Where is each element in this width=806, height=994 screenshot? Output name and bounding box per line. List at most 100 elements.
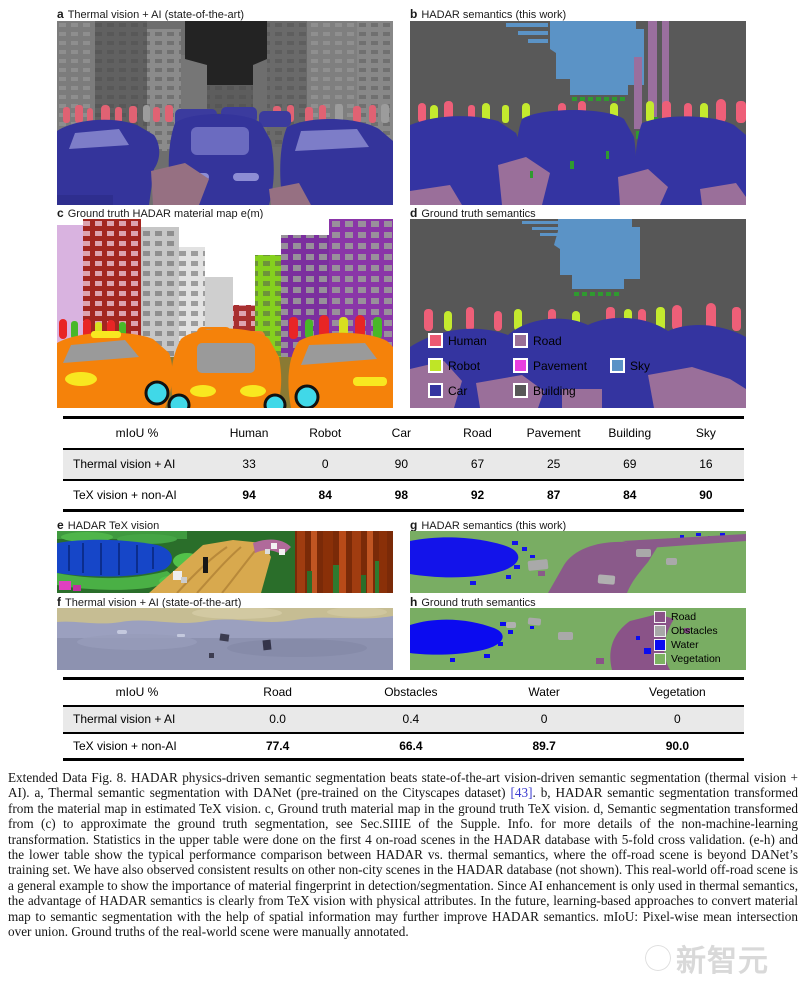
panel-b-image bbox=[410, 21, 746, 205]
row-label: TeX vision + non-AI bbox=[73, 738, 177, 753]
panel-b-letter: b bbox=[410, 7, 418, 21]
panel-d-title: d Ground truth semantics bbox=[410, 206, 536, 220]
table-row-thermal: Thermal vision + AI 33 0 90 67 25 69 16 bbox=[63, 448, 744, 480]
panel-e-letter: e bbox=[57, 518, 64, 532]
column-header: Pavement bbox=[526, 426, 581, 441]
table-cell: 0.0 bbox=[269, 712, 286, 726]
table-cell: 90 bbox=[394, 457, 409, 471]
legend-item-robot: Robot bbox=[428, 358, 480, 373]
legend-label-obstacles: Obstacles bbox=[671, 625, 718, 637]
table-cell: 69 bbox=[623, 457, 637, 471]
table-cell: 0 bbox=[674, 712, 681, 726]
table-cell: 84 bbox=[623, 487, 637, 502]
panel-f-caption: Thermal vision + AI (state-of-the-art) bbox=[65, 597, 242, 609]
material-map-image bbox=[57, 219, 393, 408]
panel-c-image bbox=[57, 219, 393, 408]
column-header: Robot bbox=[309, 426, 342, 441]
legend-item-pavement: Pavement bbox=[513, 358, 587, 373]
ground-truth-semantics-city-image bbox=[410, 219, 746, 408]
row-label: TeX vision + non-AI bbox=[73, 487, 177, 502]
legend-label-car: Car bbox=[448, 383, 468, 398]
table-cell: 98 bbox=[394, 487, 409, 502]
table-row-tex: TeX vision + non-AI 77.4 66.4 89.7 90.0 bbox=[63, 733, 744, 760]
table-row-tex: TeX vision + non-AI 94 84 98 92 87 84 90 bbox=[63, 480, 744, 511]
citation-link-43[interactable]: [43] bbox=[510, 785, 533, 801]
figure-caption: Extended Data Fig. 8. HADAR physics-driv… bbox=[8, 770, 798, 939]
column-header: Road bbox=[263, 685, 292, 700]
panel-g-caption: HADAR semantics (this work) bbox=[421, 520, 567, 532]
panel-a-image bbox=[57, 21, 393, 205]
legend-item-obstacles: Obstacles bbox=[654, 625, 718, 637]
legend-swatch-robot bbox=[428, 358, 443, 373]
table-row-thermal: Thermal vision + AI 0.0 0.4 0 0 bbox=[63, 705, 744, 733]
column-header: Building bbox=[608, 426, 652, 441]
column-header: Vegetation bbox=[649, 685, 706, 700]
panel-d-caption: Ground truth semantics bbox=[421, 208, 536, 220]
table-cell: 66.4 bbox=[399, 738, 423, 753]
panel-g-image bbox=[410, 531, 746, 593]
legend-label-sky: Sky bbox=[630, 358, 651, 373]
column-header: mIoU % bbox=[115, 685, 159, 700]
panel-h-letter: h bbox=[410, 595, 418, 609]
legend-item-sky: Sky bbox=[610, 358, 650, 373]
legend-item-human: Human bbox=[428, 333, 487, 348]
column-header: Water bbox=[528, 685, 560, 700]
legend-swatch-pavement bbox=[513, 358, 528, 373]
panel-f-image bbox=[57, 608, 393, 670]
column-header: mIoU % bbox=[115, 426, 159, 441]
table-cell: 84 bbox=[318, 487, 332, 502]
legend-swatch-human bbox=[428, 333, 443, 348]
miou-table-onroad: mIoU % Human Robot Car Road Pavement Bui… bbox=[63, 416, 744, 512]
table-cell: 90 bbox=[699, 487, 713, 502]
panel-b-title: b HADAR semantics (this work) bbox=[410, 7, 566, 21]
row-label: Thermal vision + AI bbox=[73, 712, 176, 726]
legend-label-road: Road bbox=[671, 611, 697, 623]
panel-f-title: f Thermal vision + AI (state-of-the-art) bbox=[57, 595, 241, 609]
table-cell: 0.4 bbox=[402, 712, 420, 726]
caption-text-part2: . b, HADAR semantic segmentation transfo… bbox=[8, 785, 799, 940]
panel-e-caption: HADAR TeX vision bbox=[67, 520, 160, 532]
legend-label-water: Water bbox=[671, 639, 699, 651]
tex-vision-offroad-image bbox=[57, 531, 393, 593]
table-cell: 0 bbox=[321, 457, 329, 471]
legend-item-vegetation: Vegetation bbox=[654, 653, 721, 665]
table-cell: 77.4 bbox=[265, 738, 290, 753]
table-cell: 94 bbox=[242, 487, 256, 502]
legend-swatch-obstacles bbox=[654, 625, 666, 637]
column-header: Car bbox=[391, 426, 412, 441]
legend-swatch-sky bbox=[610, 358, 625, 373]
panel-b-caption: HADAR semantics (this work) bbox=[421, 9, 567, 21]
panel-e-title: e HADAR TeX vision bbox=[57, 518, 159, 532]
hadar-semantics-city-image bbox=[410, 21, 746, 205]
panel-f-letter: f bbox=[57, 595, 61, 609]
legend-label-pavement: Pavement bbox=[533, 358, 588, 373]
table-cell: 0 bbox=[540, 712, 548, 726]
table-header-row: mIoU % Human Robot Car Road Pavement Bui… bbox=[63, 418, 744, 449]
hadar-semantics-offroad-image bbox=[410, 531, 746, 593]
legend-swatch-water bbox=[654, 639, 666, 651]
panel-c-caption: Ground truth HADAR material map e(m) bbox=[67, 208, 264, 220]
panel-d-image: Human Robot Car Road Pavement Building S… bbox=[410, 219, 746, 408]
panel-a-letter: a bbox=[57, 7, 64, 21]
watermark-logo-icon bbox=[642, 942, 674, 974]
legend-item-building: Building bbox=[513, 383, 576, 398]
legend-label-road: Road bbox=[533, 333, 562, 348]
panel-d-letter: d bbox=[410, 206, 418, 220]
table-cell: 90.0 bbox=[665, 738, 690, 753]
legend-swatch-building bbox=[513, 383, 528, 398]
panel-h-title: h Ground truth semantics bbox=[410, 595, 536, 609]
table-cell: 87 bbox=[546, 487, 561, 502]
legend-swatch-vegetation bbox=[654, 653, 666, 665]
legend-item-road: Road bbox=[513, 333, 562, 348]
legend-label-vegetation: Vegetation bbox=[671, 653, 721, 665]
panel-h-caption: Ground truth semantics bbox=[421, 597, 536, 609]
column-header: Sky bbox=[695, 426, 716, 441]
panel-g-letter: g bbox=[410, 518, 418, 532]
row-label: Thermal vision + AI bbox=[73, 457, 176, 471]
legend-swatch-car bbox=[428, 383, 443, 398]
legend-swatch-road bbox=[654, 611, 666, 623]
table-cell: 16 bbox=[699, 457, 713, 471]
column-header: Road bbox=[463, 426, 492, 441]
panel-g-title: g HADAR semantics (this work) bbox=[410, 518, 566, 532]
